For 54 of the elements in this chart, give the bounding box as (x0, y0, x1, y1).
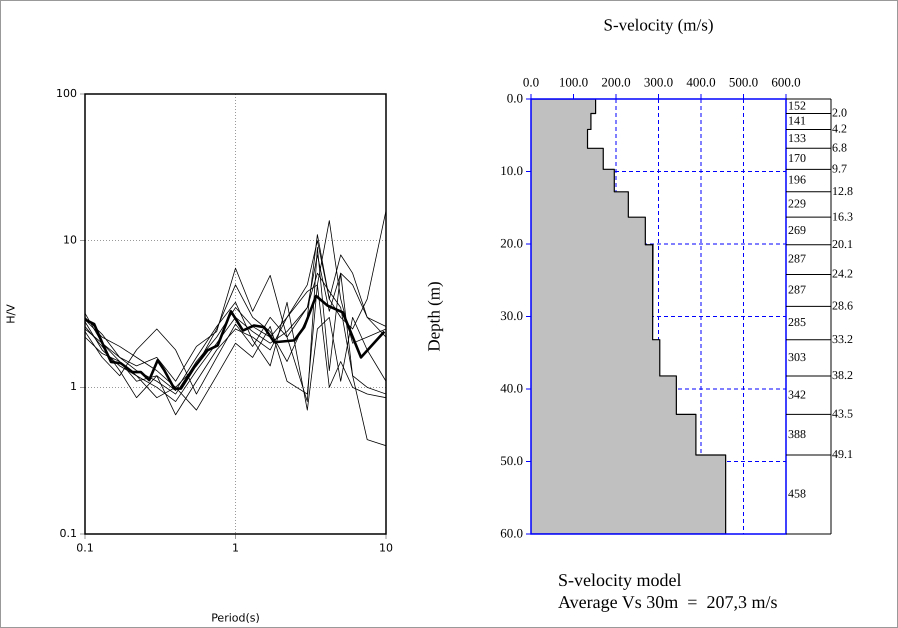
y-tick-label: 30.0 (500, 308, 523, 323)
x-tick-label: 0.0 (522, 74, 540, 90)
text: 141 (788, 114, 806, 128)
text: 16.3 (832, 209, 853, 224)
text: 9.7 (832, 161, 847, 176)
x-tick-label: 300.0 (644, 74, 674, 90)
x-tick-label: 500.0 (728, 74, 758, 90)
y-tick-label: 50.0 (500, 452, 523, 468)
text: 152 (788, 98, 806, 112)
text: 20.1 (832, 236, 853, 251)
text: 6.8 (832, 140, 847, 154)
y-tick-label: 1 (70, 380, 77, 394)
text: 303 (788, 350, 806, 364)
x-tick-label: 1 (232, 541, 239, 554)
text: 24.2 (832, 266, 853, 281)
y-tick-label: 20.0 (500, 235, 523, 250)
y-tick-label: 10 (63, 234, 77, 247)
text: 12.8 (832, 184, 853, 198)
text: 49.1 (832, 447, 853, 462)
text: 170 (788, 150, 806, 165)
text: 287 (788, 252, 806, 266)
text: 458 (788, 486, 806, 501)
text: 33.2 (832, 332, 853, 346)
text: 133 (788, 131, 806, 146)
x-axis-title: Period(s) (211, 611, 260, 624)
y-tick-label: 60.0 (500, 525, 523, 540)
x-tick-label: 100.0 (558, 74, 588, 90)
y-tick-label: 100 (56, 86, 77, 100)
text: 287 (788, 282, 806, 297)
x-tick-label: 400.0 (686, 74, 716, 90)
y-tick-label: 10.0 (500, 162, 523, 178)
y-tick-label: 0.1 (60, 526, 77, 540)
text: 285 (788, 315, 806, 330)
x-axis-title: S-velocity (m/s) (603, 16, 714, 35)
text: 43.5 (832, 406, 853, 421)
text: 38.2 (832, 368, 853, 382)
text: 342 (788, 387, 806, 402)
y-tick-label: 0.0 (506, 90, 523, 106)
text: S-velocity model (558, 570, 682, 590)
text: 388 (788, 426, 806, 441)
text: 269 (788, 223, 806, 238)
text: 229 (788, 196, 806, 211)
x-tick-label: 600.0 (771, 74, 801, 90)
y-axis-title: H/V (4, 304, 18, 324)
text: 2.0 (832, 106, 847, 120)
text: 28.6 (832, 298, 853, 313)
y-tick-label: 40.0 (500, 380, 523, 396)
text: 196 (788, 172, 806, 187)
y-axis-title: Depth (m) (424, 281, 444, 352)
text: 4.2 (832, 122, 847, 136)
text: Average Vs 30m = 207,3 m/s (558, 592, 778, 612)
x-tick-label: 0.1 (76, 541, 94, 554)
x-tick-label: 10 (379, 541, 393, 554)
x-tick-label: 200.0 (601, 74, 631, 90)
